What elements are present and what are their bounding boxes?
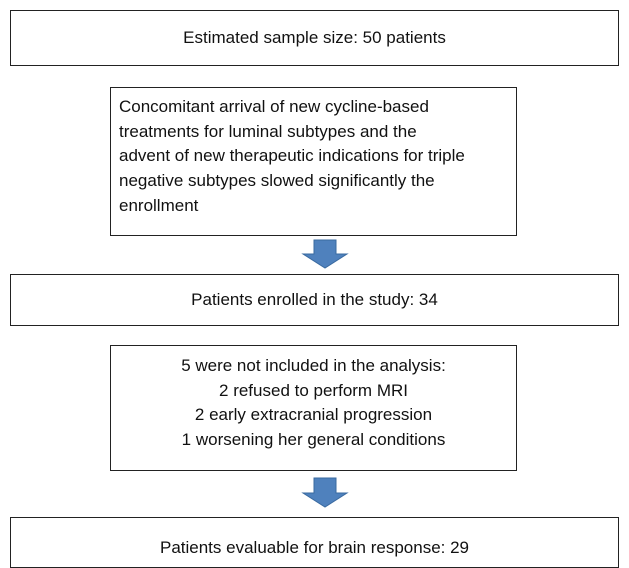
box-text-line: enrollment <box>119 195 199 215</box>
box-text-line: 1 worsening her general conditions <box>181 430 446 450</box>
box-excluded: 5 were not included in the analysis: 2 r… <box>110 345 517 471</box>
box-text-line: 2 early extracranial progression <box>194 405 433 425</box>
box-evaluable: Patients evaluable for brain response: 2… <box>10 517 619 568</box>
box-text-line: advent of new therapeutic indications fo… <box>119 146 465 166</box>
box-text-line: 2 refused to perform MRI <box>219 380 408 400</box>
arrow <box>301 239 349 269</box>
box-text: Patients enrolled in the study: 34 <box>191 290 438 309</box>
box-text-line: negative subtypes slowed significantly t… <box>119 171 435 191</box>
box-text-line: Concomitant arrival of new cycline-based <box>119 97 429 116</box>
box-note: Concomitant arrival of new cycline-based… <box>110 87 517 236</box>
box-text-line: 5 were not included in the analysis: <box>181 356 446 375</box>
box-text: Patients evaluable for brain response: 2… <box>159 537 470 557</box>
arrow <box>301 477 349 508</box>
box-enrolled: Patients enrolled in the study: 34 <box>10 274 619 326</box>
box-text: Estimated sample size: 50 patients <box>183 28 446 47</box>
box-text-line: treatments for luminal subtypes and the <box>119 121 417 141</box>
box-sample-size: Estimated sample size: 50 patients <box>10 10 619 66</box>
